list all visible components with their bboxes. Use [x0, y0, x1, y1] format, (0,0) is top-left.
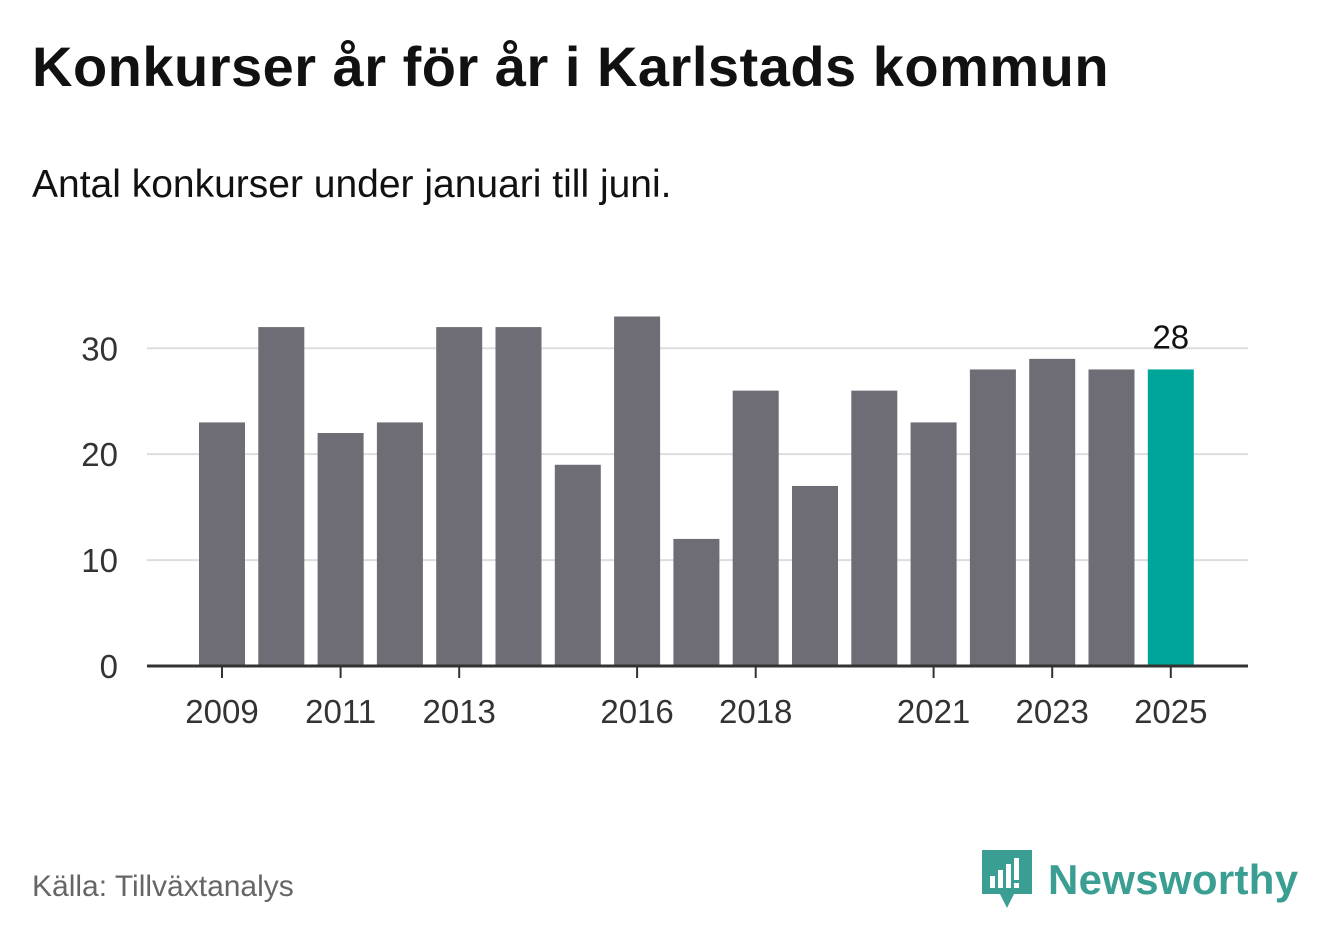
- data-label: 28: [1152, 318, 1189, 355]
- y-tick-label: 10: [81, 542, 118, 579]
- bar-chart: 0 10 20 30 28 2009 2011 2013 2016 2018 2021 2023 202…: [81, 316, 1248, 730]
- bar-2024: [1088, 369, 1135, 666]
- chart-subtitle: Antal konkurser under januari till juni.: [32, 163, 672, 206]
- x-tick-label: 2018: [719, 693, 792, 730]
- x-tick-label: 2025: [1134, 693, 1207, 730]
- bar-2012: [376, 422, 423, 666]
- newsworthy-logo-icon: [982, 850, 1032, 908]
- bar-2010: [258, 327, 305, 666]
- x-tick-label: 2023: [1015, 693, 1088, 730]
- y-tick-label: 0: [100, 648, 118, 685]
- bar-2013: [436, 327, 483, 666]
- bar-2021: [910, 422, 957, 666]
- bar-2019: [792, 485, 838, 666]
- bar-2014: [495, 327, 542, 666]
- bars: [199, 316, 1194, 666]
- bar-2017: [673, 538, 720, 666]
- x-tick-label: 2013: [422, 693, 495, 730]
- bar-2011: [317, 433, 364, 666]
- gridlines: [147, 347, 1248, 562]
- bar-2009: [199, 422, 245, 666]
- bar-2022: [969, 369, 1016, 666]
- axes: [147, 664, 1248, 678]
- bar-2023: [1029, 358, 1076, 666]
- x-tick-label: 2021: [897, 693, 970, 730]
- bar-2025: [1147, 369, 1194, 666]
- bar-2016: [614, 316, 661, 666]
- x-tick-label: 2011: [305, 693, 376, 730]
- brand-name: Newsworthy: [1048, 856, 1299, 903]
- brand-logo: Newsworthy: [982, 850, 1298, 910]
- x-tick-label: 2016: [600, 693, 673, 730]
- source-note: Källa: Tillväxtanalys: [32, 870, 294, 903]
- y-tick-label: 20: [81, 436, 118, 473]
- x-tick-label: 2009: [185, 693, 258, 730]
- y-tick-label: 30: [81, 330, 118, 367]
- labels: 0 10 20 30 28 2009 2011 2013 2016 2018 2021 2023 202…: [81, 318, 1207, 730]
- chart-title: Konkurser år för år i Karlstads kommun: [32, 35, 1110, 98]
- bar-2015: [554, 464, 601, 666]
- bar-2018: [732, 390, 779, 666]
- bar-2020: [851, 390, 898, 666]
